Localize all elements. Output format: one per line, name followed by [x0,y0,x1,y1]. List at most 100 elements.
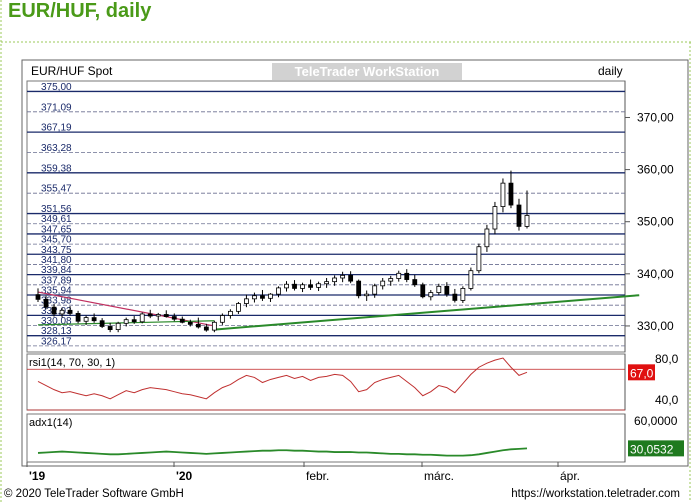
level-label-2: 367,19 [41,123,72,134]
source-url[interactable]: https://workstation.teletrader.com [511,488,680,500]
price-tick-label-1: 340,00 [637,267,674,281]
candle-body-41 [364,293,370,297]
candle-body-1 [43,298,49,308]
candle-body-54 [468,270,474,289]
candle-body-0 [35,294,41,300]
adx-label: adx1(14) [29,417,72,429]
level-label-7: 349,61 [41,214,72,225]
candle-body-53 [460,288,466,301]
x-tick-label-1: '20 [176,469,193,483]
candle-body-58 [500,182,506,207]
candle-body-44 [388,278,394,282]
candle-body-25 [236,303,241,312]
candle-body-27 [252,295,257,300]
x-tick-label-3: márc. [424,469,454,483]
price-panel: EUR/HUF Spot daily TeleTrader WorkStation 3… [27,63,674,347]
period-label: daily [598,64,623,78]
level-label-17: 330,08 [41,316,72,327]
x-tick-label-2: febr. [306,469,329,483]
x-tick-label-0: '19 [29,469,46,483]
candle-body-33 [300,284,305,289]
level-label-10: 343,75 [41,245,72,256]
trendline-1 [214,294,640,331]
candle-body-9 [107,326,113,330]
level-label-19: 326,17 [41,336,72,347]
rsi-panel: rsi1(14, 70, 30, 1) 80,0 40,067,0 [27,352,679,411]
level-label-0: 375,00 [41,82,72,93]
chart-border [21,59,689,467]
copyright-text: © 2020 TeleTrader Software GmbH [4,488,184,500]
level-label-13: 337,89 [41,275,72,286]
candle-body-3 [59,309,65,315]
trendline-0 [37,291,215,327]
adx-tick-label-0: 60,0000 [634,414,678,428]
candle-body-29 [268,293,273,299]
candle-body-17 [171,316,177,320]
candle-body-13 [139,313,145,323]
candle-body-30 [276,287,281,295]
candle-body-15 [155,314,161,317]
candle-body-47 [412,279,418,286]
candle-body-8 [99,320,105,327]
candle-body-22 [211,321,217,331]
rsi-label: rsi1(14, 70, 30, 1) [29,357,115,369]
candle-body-49 [428,292,434,298]
candle-body-57 [492,206,498,230]
candle-body-51 [444,285,450,295]
adx-panel: adx1(14) 60,0000 30,0532 [29,414,684,457]
level-label-12: 339,84 [41,265,72,276]
x-tick-label-4: ápr. [560,469,580,483]
candle-body-50 [436,285,442,293]
candle-body-56 [484,228,490,248]
rsi-line [37,357,528,400]
candle-body-37 [332,277,338,283]
candle-body-61 [524,215,530,227]
x-axis: '19 '20 febr. márc. ápr. [26,462,580,483]
level-label-8: 347,65 [41,224,72,235]
level-label-18: 328,13 [41,326,72,337]
price-tick-label-0: 330,00 [637,319,674,333]
watermark-bg [272,63,462,80]
candle-body-36 [324,281,329,285]
candle-body-2 [51,306,57,315]
candle-body-60 [516,204,522,227]
candle-body-16 [163,314,169,317]
level-label-1: 371,09 [41,102,72,113]
candle-body-12 [131,319,137,323]
level-label-14: 335,94 [41,285,72,296]
level-label-9: 345,70 [41,235,72,246]
candle-body-46 [404,272,410,280]
candle-body-55 [476,246,482,272]
candle-body-32 [292,283,297,289]
candle-body-43 [380,280,386,287]
candle-body-10 [115,322,121,330]
price-tick-label-3: 360,00 [637,163,674,177]
level-label-16: 332,03 [41,306,72,317]
rsi-tick-label-1: 40,0 [655,393,679,407]
level-label-3: 363,28 [41,143,72,154]
candle-body-59 [508,182,514,206]
rsi-last-badge [628,364,655,381]
candle-body-23 [219,315,225,323]
price-tick-label-2: 350,00 [637,215,674,229]
candle-body-40 [356,280,362,297]
candle-body-21 [203,326,209,331]
candle-body-6 [83,317,89,322]
candle-body-42 [372,285,378,295]
candle-body-38 [340,274,346,279]
candle-body-35 [316,283,321,288]
candle-body-52 [452,293,458,301]
adx-last-badge [628,440,684,457]
price-tick-label-4: 370,00 [637,110,674,124]
adx-line [37,447,528,457]
rsi-tick-label-0: 80,0 [655,352,679,366]
candle-body-45 [396,272,402,279]
candle-body-5 [75,313,81,322]
level-label-11: 341,80 [41,255,72,266]
candle-body-18 [179,318,185,323]
level-label-15: 333,98 [41,296,72,307]
level-label-5: 355,47 [41,184,72,195]
candle-body-4 [67,309,73,314]
